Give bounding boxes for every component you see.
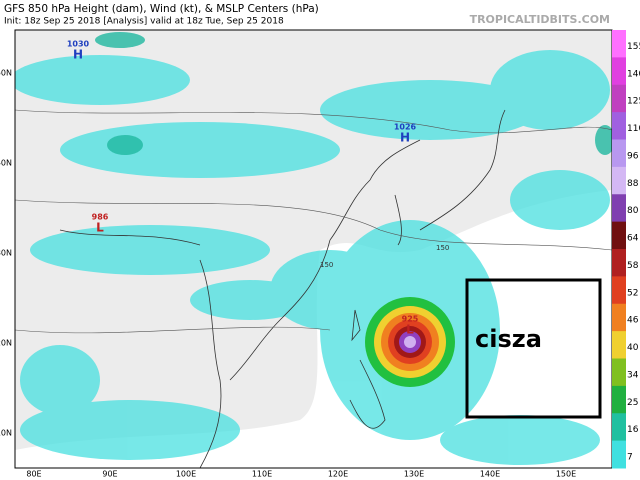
colorbar-segment <box>612 249 626 277</box>
annotation-box <box>465 278 602 419</box>
contour-label: 150 <box>436 244 449 252</box>
colorbar-label: 46 <box>627 316 639 326</box>
lon-label: 100E <box>176 470 196 479</box>
lon-label: 120E <box>328 470 348 479</box>
colorbar-segment <box>612 57 626 86</box>
colorbar-label: 155 <box>627 42 640 52</box>
wind-shading-strong <box>95 32 612 155</box>
colorbar-label: 64 <box>627 234 639 244</box>
colorbar-segment <box>612 358 626 387</box>
subtitle: Init: 18z Sep 25 2018 [Analysis] valid a… <box>4 17 284 27</box>
colorbar-label: 16 <box>627 425 639 435</box>
colorbar-segment <box>612 30 626 58</box>
center-value: 1026 <box>394 123 417 132</box>
lat-label: 50N <box>0 69 12 78</box>
watermark: TROPICALTIDBITS.COM <box>470 13 610 26</box>
lon-label: 150E <box>556 470 576 479</box>
colorbar-segment <box>612 84 626 113</box>
height-contours <box>15 109 612 334</box>
overlay: 155 140 125 110 96 88 80 64 58 52 46 40 34 25 16 7 80E 90… <box>0 30 640 479</box>
colorbar-label: 88 <box>627 179 639 189</box>
colorbar-label: 25 <box>627 398 638 408</box>
coastlines <box>59 109 506 468</box>
colorbar-label: 110 <box>627 124 640 134</box>
colorbar-label: 96 <box>627 151 639 161</box>
colorbar-segment <box>612 112 626 140</box>
colorbar-label: 140 <box>627 69 640 79</box>
center-letter: H <box>73 48 83 62</box>
lat-label: 20N <box>0 339 12 348</box>
map: cisza 150 150 <box>15 30 612 468</box>
annotation-text: cisza <box>475 325 542 353</box>
colorbar-segment <box>612 331 626 359</box>
colorbar-label: 7 <box>627 453 633 463</box>
lon-label: 80E <box>26 470 41 479</box>
colorbar-segment <box>612 139 626 168</box>
colorbar-segment <box>612 166 626 195</box>
center-value: 925 <box>402 315 419 324</box>
center-letter: L <box>96 221 104 235</box>
title: GFS 850 hPa Height (dam), Wind (kt), & M… <box>4 3 319 15</box>
lat-label: 10N <box>0 429 12 438</box>
center-letter: H <box>400 131 410 145</box>
lon-label: 140E <box>480 470 500 479</box>
wind-shading <box>15 50 610 465</box>
colorbar-segment <box>612 385 626 414</box>
colorbar-label: 125 <box>627 97 640 107</box>
lon-label: 130E <box>404 470 424 479</box>
colorbar-label: 52 <box>627 288 638 298</box>
lon-label: 90E <box>102 470 117 479</box>
colorbar-segment <box>612 194 626 223</box>
lat-label: 40N <box>0 159 12 168</box>
contour-label: 150 <box>320 261 333 269</box>
colorbar-segment <box>612 413 626 442</box>
colorbar-segment <box>612 440 626 469</box>
colorbar-label: 34 <box>627 370 639 380</box>
center-letter: L <box>406 323 414 337</box>
center-value: 986 <box>92 213 109 222</box>
lat-label: 30N <box>0 249 12 258</box>
lon-label: 110E <box>252 470 272 479</box>
colorbar-label: 80 <box>627 206 639 216</box>
colorbar-segment <box>612 303 626 332</box>
typhoon <box>365 297 455 387</box>
colorbar-label: 58 <box>627 261 639 271</box>
center-value: 1030 <box>67 40 90 49</box>
colorbar-label: 40 <box>627 343 639 353</box>
colorbar-segment <box>612 221 626 250</box>
colorbar-segment <box>612 276 626 305</box>
